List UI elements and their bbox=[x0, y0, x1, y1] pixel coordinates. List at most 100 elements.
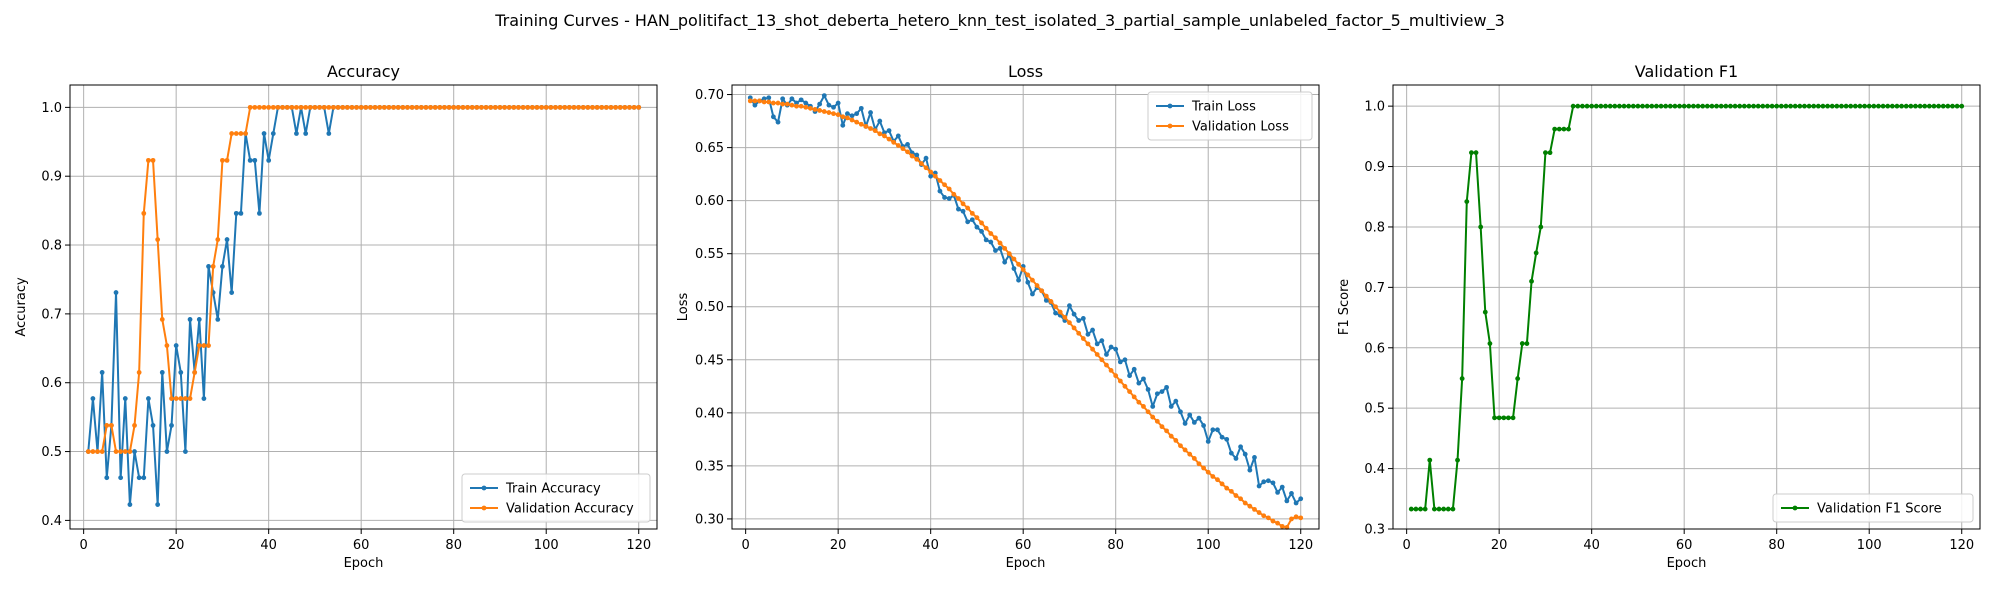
data-point bbox=[395, 104, 401, 110]
data-point bbox=[1006, 251, 1012, 257]
x-tick-label: 120 bbox=[1949, 538, 1974, 553]
data-point bbox=[868, 110, 873, 115]
data-point bbox=[826, 102, 832, 108]
y-tick-label: 0.3 bbox=[1364, 523, 1385, 538]
data-point bbox=[1570, 103, 1576, 109]
data-point bbox=[1182, 447, 1188, 453]
data-point bbox=[914, 152, 920, 158]
data-point bbox=[993, 248, 998, 253]
data-point bbox=[1408, 506, 1414, 512]
data-point bbox=[169, 396, 174, 401]
data-point bbox=[261, 104, 267, 110]
data-point bbox=[1441, 506, 1447, 512]
data-point bbox=[622, 104, 628, 110]
data-point bbox=[1289, 516, 1294, 522]
data-point bbox=[771, 114, 776, 120]
data-point bbox=[636, 104, 642, 110]
data-point bbox=[1215, 427, 1220, 433]
data-point bbox=[877, 118, 883, 124]
data-point bbox=[576, 104, 581, 110]
x-tick-label: 20 bbox=[168, 538, 185, 553]
data-point bbox=[1626, 103, 1632, 109]
x-tick-label: 40 bbox=[260, 538, 277, 553]
data-point bbox=[817, 108, 823, 113]
data-point bbox=[460, 104, 466, 110]
data-point bbox=[891, 139, 897, 145]
data-point bbox=[1242, 500, 1248, 506]
data-point bbox=[159, 370, 165, 375]
data-point bbox=[1714, 103, 1719, 109]
data-point bbox=[1640, 103, 1645, 109]
data-point bbox=[1076, 318, 1082, 323]
data-point bbox=[1025, 272, 1031, 278]
data-point bbox=[1848, 103, 1854, 109]
data-point bbox=[1612, 103, 1618, 109]
data-point bbox=[1039, 288, 1045, 294]
data-point bbox=[1104, 362, 1109, 368]
data-point bbox=[1196, 461, 1202, 467]
data-point bbox=[312, 104, 318, 110]
data-point bbox=[1889, 103, 1895, 109]
data-point bbox=[1048, 299, 1054, 304]
data-point bbox=[1788, 103, 1793, 109]
y-tick-label: 0.8 bbox=[1364, 220, 1385, 235]
data-point bbox=[1931, 103, 1937, 109]
data-point bbox=[146, 396, 151, 401]
data-point bbox=[215, 237, 221, 242]
data-point bbox=[1765, 103, 1770, 109]
x-tick-label: 40 bbox=[1583, 538, 1600, 553]
data-point bbox=[270, 104, 276, 110]
data-point bbox=[1755, 103, 1761, 109]
data-point bbox=[1265, 478, 1271, 484]
data-point bbox=[932, 173, 938, 179]
data-point bbox=[1839, 103, 1844, 109]
data-point bbox=[1621, 103, 1627, 109]
data-point bbox=[1876, 103, 1881, 109]
data-point bbox=[780, 101, 786, 107]
y-tick-label: 1.0 bbox=[41, 101, 62, 116]
data-point bbox=[590, 104, 595, 110]
data-point bbox=[821, 109, 827, 114]
chart-panel-0: 0 20 40 60 80 100 120 0.4 0.5 0.6 0.7 0.8 0.9 1.0 Accu… bbox=[14, 62, 658, 571]
data-point bbox=[849, 113, 855, 119]
data-point bbox=[1201, 465, 1206, 471]
data-point bbox=[974, 215, 980, 221]
data-point bbox=[90, 396, 96, 401]
data-point bbox=[557, 104, 563, 110]
data-point bbox=[317, 104, 322, 110]
data-point bbox=[118, 475, 124, 481]
data-point bbox=[99, 449, 105, 454]
data-point bbox=[1173, 398, 1179, 404]
data-point bbox=[1552, 126, 1558, 132]
data-point bbox=[594, 104, 600, 110]
data-point bbox=[1136, 380, 1142, 386]
data-point bbox=[1695, 103, 1701, 109]
data-point bbox=[326, 104, 332, 110]
data-point bbox=[849, 117, 855, 123]
data-point bbox=[1205, 439, 1211, 444]
data-point bbox=[386, 104, 392, 110]
x-tick-label: 20 bbox=[830, 538, 847, 553]
data-point bbox=[1686, 103, 1692, 109]
legend-marker bbox=[1792, 505, 1798, 511]
data-point bbox=[821, 93, 827, 99]
data-point bbox=[1751, 103, 1756, 109]
data-point bbox=[808, 105, 813, 111]
data-point bbox=[1136, 399, 1142, 405]
data-point bbox=[854, 111, 860, 117]
data-point bbox=[409, 104, 415, 110]
data-point bbox=[983, 225, 989, 231]
data-point bbox=[155, 502, 161, 507]
data-point bbox=[474, 104, 480, 110]
data-point bbox=[997, 240, 1003, 246]
legend-label: Validation F1 Score bbox=[1817, 502, 1942, 517]
data-point bbox=[1455, 457, 1460, 463]
data-point bbox=[1654, 103, 1659, 109]
data-point bbox=[956, 196, 961, 201]
data-point bbox=[1252, 454, 1257, 460]
data-point bbox=[321, 104, 327, 110]
data-point bbox=[1543, 150, 1548, 156]
data-point bbox=[1053, 304, 1058, 310]
data-point bbox=[173, 343, 179, 348]
data-point bbox=[238, 210, 244, 216]
